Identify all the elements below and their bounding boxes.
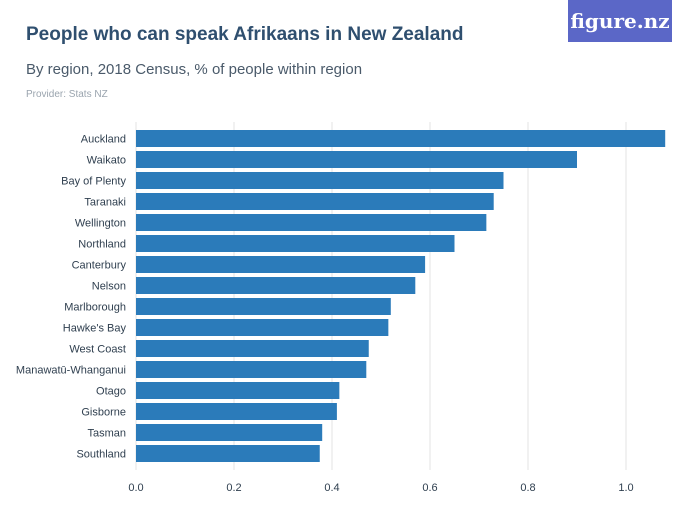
category-label: Waikato xyxy=(87,155,126,167)
category-label: Bay of Plenty xyxy=(61,176,126,188)
category-label: Otago xyxy=(96,386,126,398)
category-label: Wellington xyxy=(75,218,126,230)
bar-nelson[interactable] xyxy=(136,277,416,294)
category-label: Canterbury xyxy=(72,260,127,272)
chart-subtitle: By region, 2018 Census, % of people with… xyxy=(26,61,363,78)
x-tick-label: 0.4 xyxy=(324,482,339,494)
bar-tasman[interactable] xyxy=(136,424,323,441)
category-label: West Coast xyxy=(69,344,126,356)
category-label: Northland xyxy=(78,239,126,251)
bar-hawke-s-bay[interactable] xyxy=(136,319,389,336)
category-label: Auckland xyxy=(81,134,126,146)
bar-manawat-whanganui[interactable] xyxy=(136,361,367,378)
bar-west-coast[interactable] xyxy=(136,340,369,357)
category-label: Southland xyxy=(76,449,126,461)
category-label: Nelson xyxy=(92,281,126,293)
bar-wellington[interactable] xyxy=(136,214,487,231)
bar-waikato[interactable] xyxy=(136,151,577,168)
bar-northland[interactable] xyxy=(136,235,455,252)
x-tick-label: 0.8 xyxy=(520,482,535,494)
x-tick-label: 0.0 xyxy=(128,482,143,494)
bar-auckland[interactable] xyxy=(136,130,666,147)
bar-taranaki[interactable] xyxy=(136,193,494,210)
bar-gisborne[interactable] xyxy=(136,403,337,420)
data-provider: Provider: Stats NZ xyxy=(26,89,108,100)
x-tick-label: 0.2 xyxy=(226,482,241,494)
category-label: Taranaki xyxy=(84,197,126,209)
bar-otago[interactable] xyxy=(136,382,340,399)
bars xyxy=(136,130,666,462)
x-axis-tick-labels: 0.0 0.2 0.4 0.6 0.8 1.0 xyxy=(128,482,633,494)
figure-nz-logo[interactable]: figure.nz xyxy=(568,0,672,42)
bar-bay-of-plenty[interactable] xyxy=(136,172,504,189)
category-label: Hawke's Bay xyxy=(63,323,127,335)
chart-title: People who can speak Afrikaans in New Ze… xyxy=(26,24,464,45)
x-tick-label: 0.6 xyxy=(422,482,437,494)
bar-southland[interactable] xyxy=(136,445,320,462)
x-tick-label: 1.0 xyxy=(618,482,633,494)
bar-marlborough[interactable] xyxy=(136,298,391,315)
category-label: Tasman xyxy=(87,428,126,440)
category-label: Manawatū-Whanganui xyxy=(16,365,126,377)
category-labels: Auckland Waikato Bay of Plenty Taranaki Well… xyxy=(16,134,127,461)
bar-canterbury[interactable] xyxy=(136,256,426,273)
category-label: Gisborne xyxy=(81,407,126,419)
category-label: Marlborough xyxy=(64,302,126,314)
